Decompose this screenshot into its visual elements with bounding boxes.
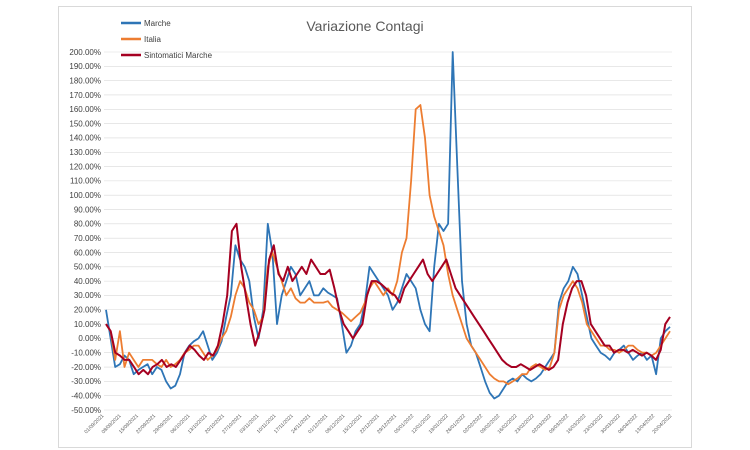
y-tick-label: -40.00% — [71, 391, 101, 400]
y-tick-label: 130.00% — [69, 148, 101, 157]
x-axis-ticks: 01/09/202108/09/202115/09/202122/09/2021… — [83, 413, 673, 435]
line-chart: Variazione Contagi -50.00% -40.00% -30.00%… — [69, 18, 673, 435]
y-tick-label: 200.00% — [69, 48, 101, 57]
legend-label: Marche — [144, 19, 171, 28]
legend-label: Sintomatici Marche — [144, 51, 213, 60]
y-tick-label: 110.00% — [70, 177, 101, 186]
y-tick-label: 60.00% — [74, 248, 101, 257]
series-line-2 — [105, 104, 671, 386]
legend: Marche Italia Sintomatici Marche — [121, 19, 213, 60]
y-tick-label: 150.00% — [69, 119, 101, 128]
y-tick-label: -30.00% — [71, 377, 101, 386]
y-tick-label: 170.00% — [69, 91, 101, 100]
y-tick-label: -10.00% — [71, 349, 101, 358]
chart-frame: Variazione Contagi -50.00% -40.00% -30.00%… — [58, 6, 692, 448]
y-tick-label: 0.00% — [78, 334, 101, 343]
chart-title: Variazione Contagi — [306, 18, 423, 34]
series-line-3 — [105, 222, 671, 376]
y-axis-ticks: -50.00% -40.00% -30.00% -20.00% -10.00% 0.00%… — [69, 48, 101, 415]
y-tick-label: 40.00% — [74, 277, 101, 286]
y-tick-label: -50.00% — [71, 406, 101, 415]
y-tick-label: 120.00% — [69, 162, 101, 171]
y-tick-label: 20.00% — [74, 306, 101, 315]
legend-label: Italia — [144, 35, 161, 44]
y-tick-label: 50.00% — [74, 263, 101, 272]
gridlines — [104, 51, 672, 411]
series-lines — [105, 51, 671, 400]
y-tick-label: 70.00% — [74, 234, 101, 243]
y-tick-label: 90.00% — [74, 205, 101, 214]
y-tick-label: 10.00% — [74, 320, 101, 329]
y-tick-label: 80.00% — [74, 220, 101, 229]
y-tick-label: 190.00% — [69, 62, 101, 71]
y-tick-label: 180.00% — [69, 76, 101, 85]
series-line-1 — [105, 51, 671, 400]
y-tick-label: -20.00% — [71, 363, 101, 372]
y-tick-label: 30.00% — [74, 291, 101, 300]
y-tick-label: 160.00% — [69, 105, 101, 114]
y-tick-label: 140.00% — [69, 134, 101, 143]
y-tick-label: 100.00% — [69, 191, 101, 200]
